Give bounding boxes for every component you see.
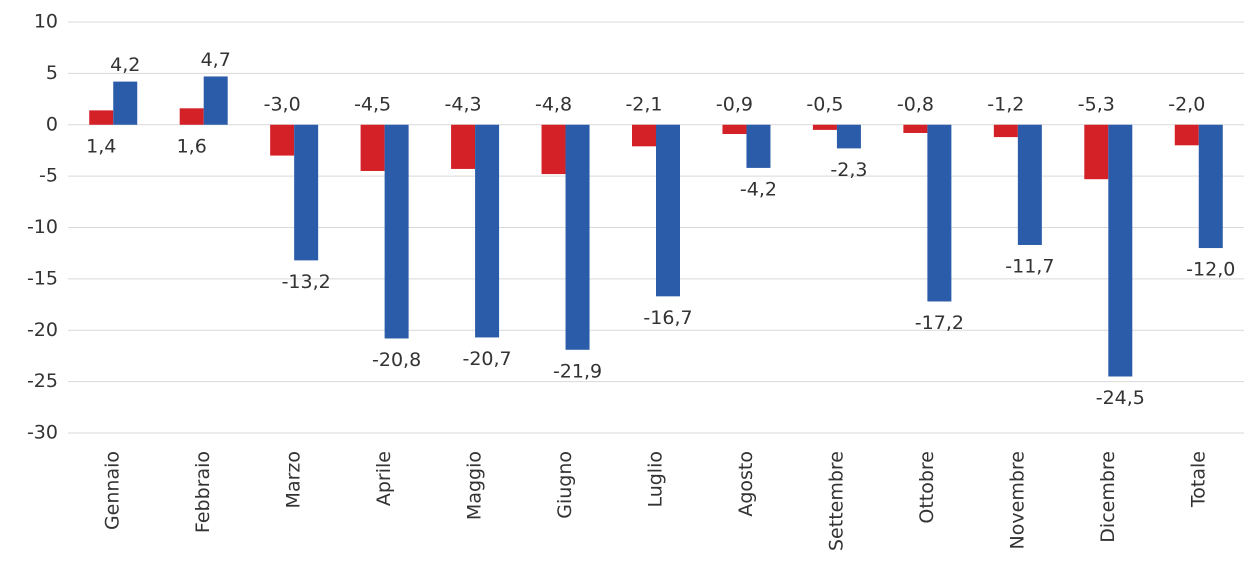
bar bbox=[1108, 124, 1133, 377]
value-label: -2,0 bbox=[1168, 93, 1205, 115]
x-tick-label: Marzo bbox=[283, 451, 305, 508]
bar bbox=[565, 124, 590, 350]
y-tick-label: -5 bbox=[39, 165, 58, 187]
bar bbox=[475, 124, 500, 338]
y-tick-label: -30 bbox=[27, 422, 58, 444]
bar bbox=[294, 124, 319, 261]
value-label: -0,9 bbox=[716, 93, 753, 115]
x-tick-label: Settembre bbox=[825, 451, 847, 551]
value-label: -1,2 bbox=[987, 93, 1024, 115]
value-label: 4,7 bbox=[201, 49, 231, 71]
value-label: -5,3 bbox=[1078, 93, 1115, 115]
bar bbox=[113, 81, 138, 125]
x-tick-label: Giugno bbox=[554, 451, 576, 519]
value-label: -12,0 bbox=[1186, 259, 1235, 281]
bar bbox=[722, 124, 747, 134]
x-tick-label: Dicembre bbox=[1097, 451, 1119, 543]
value-label: -2,1 bbox=[625, 93, 662, 115]
x-tick-label: Febbraio bbox=[192, 451, 214, 533]
value-label: 1,6 bbox=[177, 135, 207, 157]
bar bbox=[203, 76, 228, 125]
bar bbox=[993, 124, 1018, 138]
x-tick-label: Gennaio bbox=[102, 451, 124, 530]
value-label: -0,8 bbox=[897, 93, 934, 115]
bar bbox=[360, 124, 385, 171]
value-label: -16,7 bbox=[643, 307, 692, 329]
x-tick-label: Agosto bbox=[735, 451, 757, 517]
bar bbox=[1017, 124, 1042, 245]
y-tick-label: -20 bbox=[27, 319, 58, 341]
y-tick-label: 5 bbox=[46, 62, 58, 84]
y-tick-label: 10 bbox=[34, 11, 58, 33]
bar bbox=[632, 124, 656, 147]
value-label: -3,0 bbox=[264, 93, 301, 115]
x-tick-label: Maggio bbox=[464, 451, 486, 520]
x-tick-label: Totale bbox=[1187, 451, 1209, 508]
value-label: 1,4 bbox=[86, 135, 116, 157]
bar bbox=[746, 124, 771, 168]
x-tick-label: Ottobre bbox=[916, 451, 938, 524]
value-label: -17,2 bbox=[915, 312, 964, 334]
value-label: -20,7 bbox=[462, 348, 511, 370]
bar bbox=[1198, 124, 1223, 249]
bar bbox=[836, 124, 861, 149]
x-tick-label: Aprile bbox=[373, 451, 395, 506]
value-label: -4,3 bbox=[445, 93, 482, 115]
value-label: -0,5 bbox=[806, 93, 843, 115]
bar bbox=[179, 108, 204, 125]
bar bbox=[451, 124, 476, 169]
bar bbox=[1084, 124, 1109, 180]
bar bbox=[270, 124, 295, 156]
bar bbox=[927, 124, 952, 302]
bar bbox=[1174, 124, 1199, 146]
bar bbox=[89, 110, 114, 125]
value-label: -20,8 bbox=[372, 349, 421, 371]
value-label: -11,7 bbox=[1005, 255, 1054, 277]
value-label: -13,2 bbox=[282, 271, 331, 293]
bar bbox=[541, 124, 566, 175]
value-label: -21,9 bbox=[553, 360, 602, 382]
value-label: 4,2 bbox=[110, 54, 140, 76]
y-tick-label: 0 bbox=[46, 113, 58, 135]
x-tick-label: Luglio bbox=[645, 451, 667, 508]
bar bbox=[384, 124, 409, 339]
value-label: -4,5 bbox=[354, 93, 391, 115]
value-label: -4,8 bbox=[535, 93, 572, 115]
bar bbox=[903, 124, 928, 133]
y-tick-label: -10 bbox=[27, 216, 58, 238]
value-label: -4,2 bbox=[740, 178, 777, 200]
value-label: -24,5 bbox=[1096, 387, 1145, 409]
bar bbox=[812, 124, 837, 130]
bar bbox=[656, 124, 680, 297]
y-tick-label: -15 bbox=[27, 267, 58, 289]
value-label: -2,3 bbox=[830, 159, 867, 181]
y-tick-label: -25 bbox=[27, 370, 58, 392]
x-tick-label: Novembre bbox=[1006, 451, 1028, 549]
